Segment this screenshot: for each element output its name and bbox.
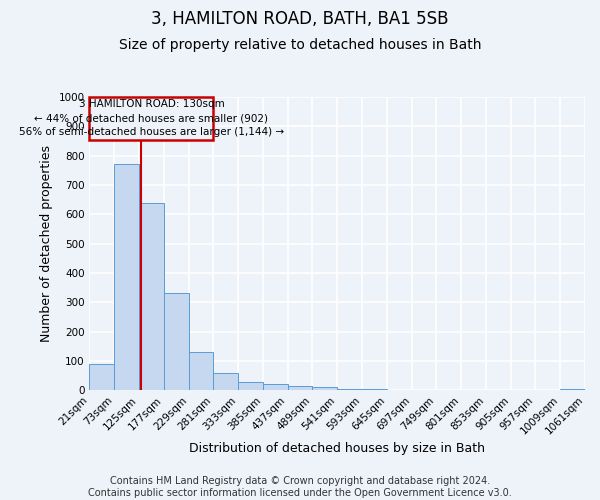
Bar [139, 202, 164, 390]
Text: 56% of semi-detached houses are larger (1,144) →: 56% of semi-detached houses are larger (… [19, 128, 284, 138]
Bar [287, 386, 313, 390]
Bar [238, 382, 263, 390]
Text: ← 44% of detached houses are smaller (902): ← 44% of detached houses are smaller (90… [34, 114, 268, 124]
Bar [337, 388, 362, 390]
Bar [362, 389, 387, 390]
FancyBboxPatch shape [89, 97, 214, 140]
Text: 3, HAMILTON ROAD, BATH, BA1 5SB: 3, HAMILTON ROAD, BATH, BA1 5SB [151, 10, 449, 28]
Text: Size of property relative to detached houses in Bath: Size of property relative to detached ho… [119, 38, 481, 52]
Bar [263, 384, 287, 390]
Bar [89, 364, 114, 390]
Bar [560, 388, 585, 390]
X-axis label: Distribution of detached houses by size in Bath: Distribution of detached houses by size … [189, 442, 485, 455]
Bar [114, 164, 139, 390]
Bar [164, 294, 188, 390]
Text: Contains HM Land Registry data © Crown copyright and database right 2024.
Contai: Contains HM Land Registry data © Crown c… [88, 476, 512, 498]
Bar [214, 372, 238, 390]
Y-axis label: Number of detached properties: Number of detached properties [40, 145, 53, 342]
Text: 3 HAMILTON ROAD: 130sqm: 3 HAMILTON ROAD: 130sqm [79, 99, 224, 109]
Bar [313, 387, 337, 390]
Bar [188, 352, 214, 390]
